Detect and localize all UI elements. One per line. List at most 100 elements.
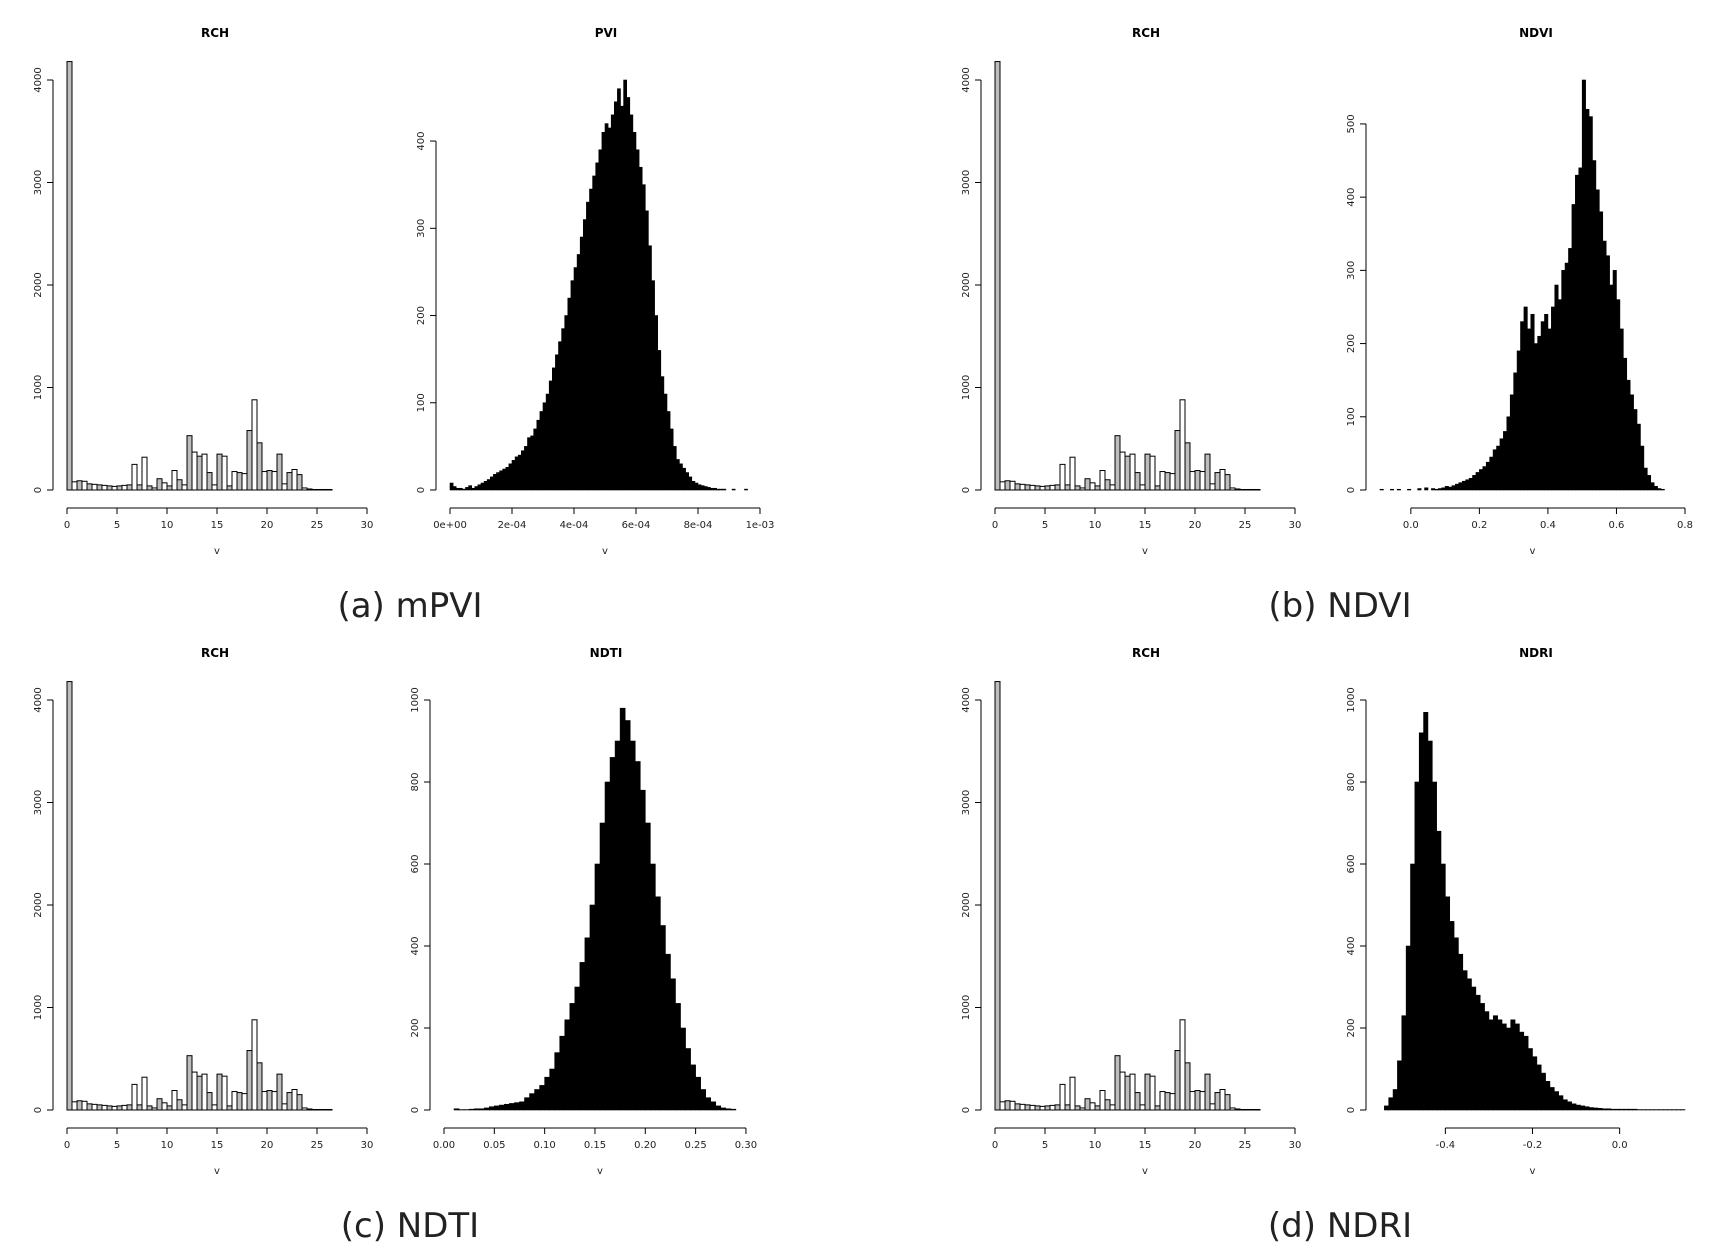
histogram-bar (720, 1107, 727, 1111)
x-tick-label: 15 (211, 520, 224, 531)
y-tick-label: 0 (410, 1107, 421, 1113)
x-tick-label: 0 (992, 520, 998, 531)
histogram-bar (1448, 486, 1453, 491)
y-tick-label: 2000 (33, 892, 44, 917)
histogram-bar (488, 1106, 495, 1111)
histogram-bar (624, 720, 631, 1111)
histogram-bar (1475, 472, 1480, 491)
histogram-bar (136, 484, 143, 491)
histogram-bar (1418, 732, 1424, 1111)
histogram-panel-7: RCH 0 5 10 15 20 25 30 v 0 1000 2000 3000 4000 (961, 646, 1301, 1177)
histogram-bar (477, 484, 482, 491)
x-tick-label: 0.0 (1403, 520, 1419, 531)
y-tick-label: 4000 (961, 67, 972, 92)
histogram-bar (1014, 483, 1021, 491)
x-tick-label: 10 (161, 520, 174, 531)
histogram-bar (453, 1108, 460, 1111)
histogram-bar (520, 450, 525, 491)
histogram-bar (514, 456, 519, 491)
histogram-bar (326, 1108, 333, 1111)
histogram-bar (675, 459, 680, 491)
chart-title: RCH (201, 646, 229, 660)
histogram-bar (604, 123, 609, 491)
histogram-bar (1497, 1019, 1503, 1111)
y-tick-label: 0 (33, 487, 44, 493)
chart-title: NDVI (1519, 26, 1553, 40)
histogram-bar (1523, 1035, 1529, 1111)
histogram-bar (1458, 953, 1464, 1111)
histogram-bar (1499, 438, 1504, 491)
histogram-panel-2: PVI 0e+00 2e-04 4e-04 6e-04 8e-04 1e-03 v 0 100 20… (416, 26, 774, 557)
x-tick-label: 0.25 (684, 1140, 706, 1151)
histogram-bar (206, 472, 213, 491)
histogram-bar (655, 896, 661, 1111)
histogram-bar (710, 1101, 717, 1111)
histogram-bar (1527, 328, 1532, 491)
histogram-bar (534, 1089, 540, 1111)
histogram-bar (669, 428, 674, 491)
histogram-bar (1134, 472, 1141, 491)
histogram-bar (81, 480, 88, 491)
histogram-bar (1389, 488, 1395, 491)
histogram-bar (694, 482, 699, 491)
x-tick-label: 25 (1239, 1140, 1252, 1151)
histogram-bar (1089, 1102, 1096, 1111)
histogram-bar (695, 1076, 701, 1111)
histogram-bar (1540, 321, 1545, 491)
histogram-bar (1149, 455, 1156, 491)
histogram-bar (286, 1092, 293, 1111)
histogram-bar (1510, 1019, 1516, 1111)
histogram-bar (1144, 1073, 1151, 1111)
histogram-bar (1445, 896, 1451, 1111)
histogram-bar (508, 463, 513, 491)
histogram-bar (1554, 284, 1559, 491)
chart-title: RCH (201, 26, 229, 40)
histogram-bar (201, 453, 208, 491)
histogram-bar (670, 978, 676, 1111)
y-tick-label: 800 (410, 772, 421, 791)
histogram-bar (1605, 255, 1610, 491)
histogram-bar (1029, 484, 1036, 491)
y-tick-label: 300 (1346, 261, 1357, 280)
histogram-bar (1606, 1108, 1612, 1111)
histogram-bar (700, 485, 705, 491)
histogram-bar (1124, 1075, 1131, 1111)
histogram-bar (1568, 248, 1573, 491)
histogram-bar (542, 402, 547, 491)
histogram-bar (539, 1085, 545, 1111)
histogram-bar (1578, 167, 1583, 491)
histogram-bar (1054, 1104, 1061, 1111)
histogram-bar (595, 162, 600, 491)
x-tick-label: 0 (992, 1140, 998, 1151)
histogram-bar (1636, 423, 1641, 491)
histogram-bar (660, 925, 666, 1111)
histogram-bar (480, 482, 485, 491)
histogram-bar (1219, 469, 1226, 491)
x-tick-label: 6e-04 (622, 520, 651, 531)
histogram-bar (536, 419, 541, 491)
histogram-bar (1614, 1108, 1620, 1111)
histogram-bar (231, 1091, 238, 1111)
histogram-bar (141, 456, 148, 491)
histogram-bar (579, 236, 584, 491)
x-axis-label: v (214, 546, 220, 557)
histogram-bar (641, 184, 646, 491)
chart-title: NDTI (590, 646, 623, 660)
histogram-bar (1249, 488, 1256, 491)
histogram-bar (650, 863, 656, 1111)
y-tick-label: 1000 (961, 375, 972, 400)
histogram-bar (156, 478, 163, 491)
histogram-bar (1436, 830, 1442, 1111)
histogram-bar (1159, 1091, 1166, 1111)
y-tick-label: 100 (416, 393, 427, 412)
histogram-bar (266, 470, 273, 491)
x-axis-label: v (1530, 546, 1536, 557)
y-tick-label: 2000 (961, 892, 972, 917)
histogram-bar (471, 487, 476, 491)
histogram-bar (632, 132, 637, 491)
histogram-bar (121, 1104, 128, 1111)
histogram-bar (1619, 328, 1624, 491)
histogram-bar (1601, 1108, 1607, 1111)
histogram-bar (91, 1103, 98, 1111)
histogram-bar (706, 487, 711, 491)
